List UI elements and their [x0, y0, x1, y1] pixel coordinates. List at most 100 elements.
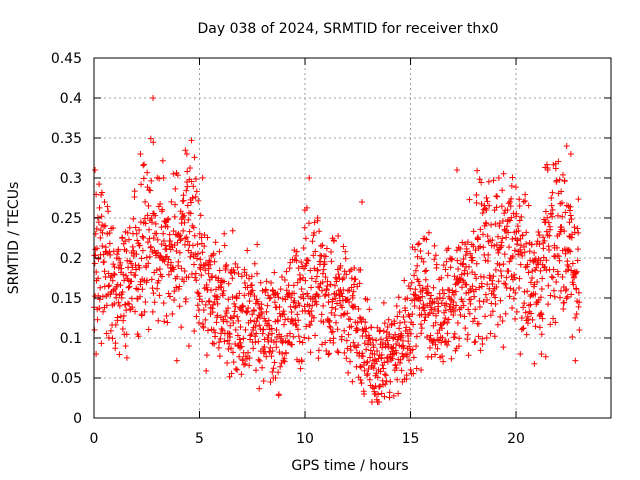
data-point	[255, 338, 262, 345]
data-point	[173, 248, 180, 255]
data-point	[212, 239, 219, 246]
data-point	[221, 338, 228, 345]
data-point	[332, 295, 339, 302]
data-point	[259, 364, 266, 371]
data-point	[106, 240, 113, 247]
data-point	[288, 294, 295, 301]
data-point	[434, 330, 441, 337]
data-point	[204, 327, 211, 334]
data-point	[105, 208, 112, 215]
data-point	[363, 346, 370, 353]
data-point	[231, 269, 238, 276]
data-point	[450, 312, 457, 319]
data-point	[496, 262, 503, 269]
data-point	[441, 318, 448, 325]
data-point	[505, 268, 512, 275]
y-tick-label: 0.4	[60, 91, 82, 107]
data-point	[547, 210, 554, 217]
data-point	[158, 224, 165, 231]
data-point	[374, 374, 381, 381]
data-point	[432, 351, 439, 358]
data-point	[148, 276, 155, 283]
data-point	[485, 251, 492, 258]
data-point	[173, 357, 180, 364]
data-point	[93, 245, 100, 252]
y-tick-label: 0.25	[51, 211, 82, 227]
data-point	[307, 322, 314, 329]
data-point	[343, 271, 350, 278]
data-point	[310, 294, 317, 301]
data-point	[518, 250, 525, 257]
data-point	[476, 176, 483, 183]
data-point	[171, 296, 178, 303]
data-point	[264, 334, 271, 341]
data-point	[398, 367, 405, 374]
data-point	[374, 347, 381, 354]
data-point	[126, 300, 133, 307]
data-point	[471, 293, 478, 300]
data-point	[514, 223, 521, 230]
data-point	[323, 287, 330, 294]
data-point	[369, 384, 376, 391]
data-point	[473, 199, 480, 206]
data-point	[499, 235, 506, 242]
data-point	[242, 326, 249, 333]
data-point	[469, 283, 476, 290]
data-point	[444, 319, 451, 326]
data-point	[543, 257, 550, 264]
data-point	[326, 319, 333, 326]
data-point	[98, 340, 105, 347]
data-point	[270, 365, 277, 372]
data-point	[142, 220, 149, 227]
data-point	[550, 287, 557, 294]
data-point	[532, 291, 539, 298]
data-point	[452, 288, 459, 295]
data-point	[444, 272, 451, 279]
data-point	[363, 359, 370, 366]
data-point	[406, 357, 413, 364]
data-point	[453, 167, 460, 173]
data-point	[517, 261, 524, 268]
data-point	[155, 203, 162, 210]
data-point	[537, 294, 544, 301]
data-point	[280, 321, 287, 328]
data-point	[272, 375, 279, 381]
data-point	[492, 221, 499, 228]
data-point	[357, 376, 364, 383]
data-point	[293, 248, 300, 255]
data-point	[412, 267, 419, 274]
data-point	[438, 274, 445, 281]
data-point	[194, 241, 201, 248]
data-point	[263, 308, 270, 315]
data-point	[99, 229, 106, 236]
data-point	[480, 244, 487, 251]
data-point	[169, 310, 176, 317]
data-point	[172, 201, 179, 208]
data-point	[224, 318, 231, 325]
data-point	[402, 307, 409, 314]
data-point	[340, 287, 347, 294]
data-point	[303, 204, 310, 211]
data-point	[210, 250, 217, 257]
data-point	[492, 301, 499, 308]
data-point	[512, 289, 519, 296]
data-point	[237, 339, 244, 346]
data-point	[514, 237, 521, 244]
y-tick-labels: 0 0.05 0.1 0.15 0.2 0.25 0.3 0.35 0.4 0.45	[51, 51, 82, 427]
data-point	[139, 247, 146, 254]
data-point	[348, 284, 355, 291]
data-point	[165, 215, 172, 222]
data-point	[502, 281, 509, 288]
data-point	[220, 287, 227, 294]
data-point	[167, 259, 174, 266]
data-point	[164, 253, 171, 260]
data-point	[427, 332, 434, 339]
data-point	[536, 241, 543, 248]
data-point	[491, 333, 498, 340]
data-point	[287, 303, 294, 310]
data-point	[98, 192, 105, 199]
data-point	[341, 268, 348, 275]
data-point	[553, 278, 560, 285]
data-point	[464, 336, 471, 343]
data-point	[351, 281, 358, 288]
